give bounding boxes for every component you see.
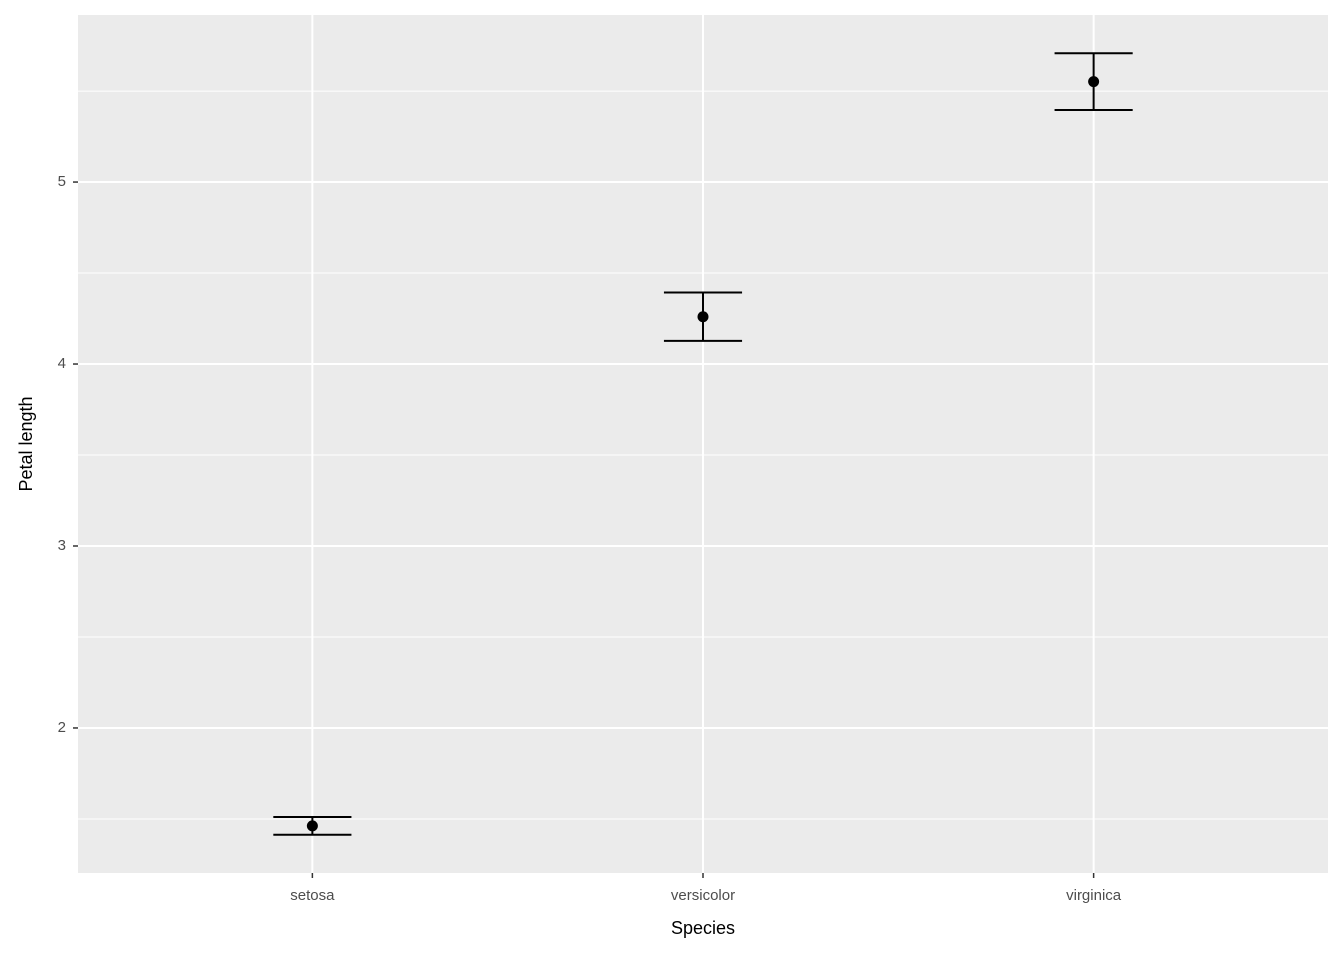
point (306, 820, 318, 832)
x-axis-title: Species (671, 918, 735, 938)
point (697, 311, 709, 323)
x-tick-label: setosa (290, 887, 335, 904)
grid (78, 15, 1328, 873)
y-tick-label: 2 (58, 719, 66, 736)
y-axis-title: Petal length (16, 396, 36, 491)
y-tick-label: 4 (58, 355, 66, 372)
y-tick-label: 3 (58, 537, 66, 554)
x-tick-label: virginica (1066, 887, 1122, 904)
point (1088, 76, 1100, 88)
y-tick-label: 5 (58, 173, 66, 190)
marks (273, 52, 1133, 836)
x-tick-label: versicolor (671, 887, 735, 904)
